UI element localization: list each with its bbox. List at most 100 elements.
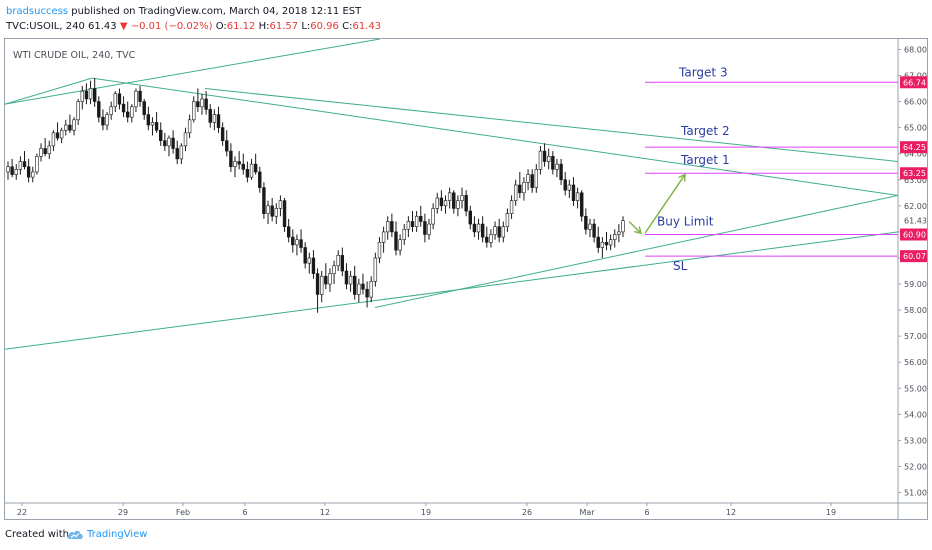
candle-body: [175, 148, 179, 160]
candle-body: [518, 184, 522, 194]
arrow-line: [628, 220, 642, 234]
candle-body: [233, 161, 237, 168]
y-tick-label: 66.00: [904, 98, 927, 107]
candle-body: [621, 220, 625, 233]
candle-body: [567, 184, 572, 191]
candle-body: [357, 283, 361, 295]
candle-body: [443, 200, 448, 207]
candle-body: [559, 163, 563, 181]
candle-body: [212, 114, 217, 123]
candle-body: [6, 166, 10, 173]
candle-body: [22, 161, 27, 168]
x-tick-label: 26: [522, 508, 532, 517]
candle-body: [179, 145, 184, 160]
y-tick-label: 55.00: [904, 384, 927, 393]
candle-body: [262, 187, 266, 214]
candle-body: [369, 281, 373, 298]
time-axis: 22 29 Feb 6 12 19 26 Mar 6 12 19: [5, 502, 927, 517]
candle-body: [588, 223, 592, 230]
publish-info: bradsuccess published on TradingView.com…: [6, 6, 361, 18]
candle-body: [608, 239, 613, 246]
candle-body: [76, 101, 80, 121]
candle-body: [480, 223, 485, 238]
candle-body: [419, 215, 423, 222]
arrow-head: [678, 173, 686, 182]
price-badge-label: 60.07: [903, 252, 926, 261]
y-tick-label: 53.00: [904, 436, 927, 445]
y-tick-label: 65.00: [904, 124, 927, 133]
candle-body: [427, 223, 431, 235]
high-value: 61.57: [269, 21, 299, 32]
y-tick-label: 57.00: [904, 332, 927, 341]
x-tick-label: 22: [17, 508, 27, 517]
published-text: published on TradingView.com, March 04, …: [71, 6, 362, 17]
created-with-text: Created with: [5, 529, 69, 540]
candle-body: [348, 275, 353, 285]
candle-body: [431, 208, 435, 225]
candle-body: [51, 132, 56, 147]
level-label: SL: [673, 259, 688, 273]
candle-body: [105, 114, 109, 126]
candle-body: [534, 169, 539, 188]
candle-body: [604, 242, 609, 246]
candle-body: [125, 111, 130, 118]
chart-panel[interactable]: Target 3 Target 2 Target 1 Buy Limit SL 68.0…: [4, 38, 928, 520]
candle-body: [390, 221, 394, 233]
candle-body: [138, 90, 142, 102]
candle-body: [617, 231, 621, 235]
candle-body: [332, 265, 336, 274]
candle-body: [220, 127, 225, 141]
close-label: C:: [342, 21, 353, 32]
arrows: [628, 173, 686, 235]
x-tick-label: 12: [726, 508, 736, 517]
candle-body: [439, 197, 444, 207]
candle-body: [584, 215, 588, 230]
open-label: O:: [215, 21, 227, 32]
author-link[interactable]: bradsuccess: [6, 6, 69, 17]
candle-body: [365, 288, 369, 298]
x-tick-label: 6: [242, 508, 247, 517]
candle-body: [163, 140, 167, 147]
candle-body: [398, 239, 402, 251]
candle-body: [187, 119, 192, 134]
price-badge: [900, 250, 927, 263]
y-tick-label: 64.00: [904, 150, 927, 159]
candle-body: [406, 221, 411, 230]
arrow-line: [644, 174, 686, 234]
candle-body: [452, 192, 456, 209]
candle-body: [146, 114, 151, 126]
price-change: −0.01 (−0.02%): [130, 21, 213, 32]
price-badge: [900, 167, 927, 180]
candle-body: [274, 208, 278, 217]
tradingview-brand-link[interactable]: TradingView: [87, 529, 148, 540]
candle-body: [35, 156, 39, 173]
candle-body: [92, 88, 97, 102]
candle-body: [130, 106, 134, 118]
candle-body: [493, 226, 497, 235]
candle-body: [117, 93, 122, 105]
candle-body: [154, 122, 159, 131]
candle-body: [340, 255, 345, 272]
candle-body: [270, 205, 274, 217]
y-tick-label: 63.00: [904, 176, 927, 185]
candle-body: [311, 257, 316, 274]
candle-body: [456, 200, 460, 209]
y-tick-label: 59.00: [904, 280, 927, 289]
candle-body: [192, 101, 196, 121]
x-tick-label: 29: [118, 508, 128, 517]
candle-body: [563, 179, 567, 191]
candle-body: [551, 156, 555, 170]
candle-body: [381, 231, 386, 243]
candle-body: [150, 122, 155, 126]
candle-body: [613, 234, 617, 241]
candle-body: [315, 273, 320, 295]
candle-body: [113, 93, 118, 108]
candle-body: [402, 228, 406, 241]
last-price: 61.43: [88, 21, 117, 32]
y-tick-label: 58.00: [904, 306, 927, 315]
candle-body: [109, 106, 113, 115]
price-chart[interactable]: Target 3 Target 2 Target 1 Buy Limit SL 68.0…: [5, 39, 928, 520]
candle-body: [328, 273, 332, 285]
y-tick-label: 54.00: [904, 410, 927, 419]
candle-body: [159, 129, 163, 141]
